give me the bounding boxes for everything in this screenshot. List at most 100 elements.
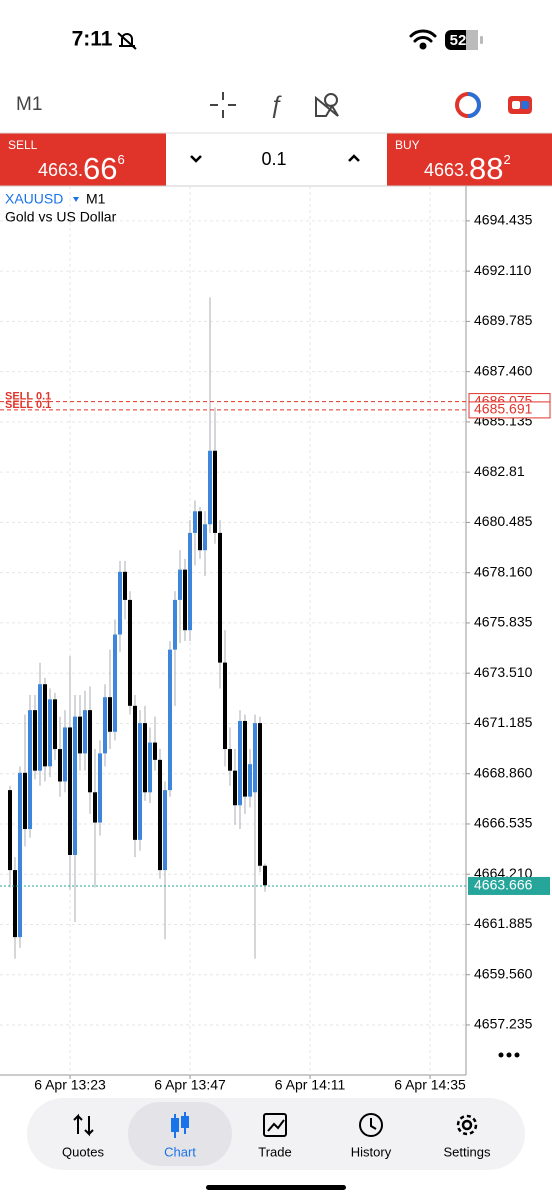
candle-body xyxy=(133,705,137,840)
candle-body xyxy=(148,742,152,793)
buy-price-big: 88 xyxy=(469,151,503,186)
candle-body xyxy=(193,511,197,533)
candle-body xyxy=(203,524,207,551)
status-time: 7:11 xyxy=(72,28,113,51)
tab-label[interactable]: History xyxy=(351,1144,392,1159)
y-tick-label: 4678.160 xyxy=(474,563,533,579)
tabs: Quotes Chart Trade History Settings xyxy=(62,1144,491,1159)
candle-body xyxy=(163,790,167,871)
y-tick-label: 4661.885 xyxy=(474,915,533,931)
volume-up[interactable] xyxy=(348,154,360,162)
candle-body xyxy=(58,749,62,782)
trade-icon xyxy=(263,1113,287,1137)
sell-price-main: 4663. xyxy=(38,160,83,180)
tab-label[interactable]: Chart xyxy=(164,1144,196,1159)
buy-price: 4663.882 xyxy=(424,151,511,186)
x-tick-label: 6 Apr 13:23 xyxy=(34,1077,106,1093)
chart-timeframe: M1 xyxy=(86,191,106,207)
candle-body xyxy=(43,684,47,767)
candle-body xyxy=(123,571,127,600)
quotes-icon xyxy=(73,1113,94,1137)
y-tick-label: 4682.81 xyxy=(474,463,525,479)
candle-body xyxy=(33,710,37,771)
history-icon xyxy=(359,1113,383,1137)
candle-body xyxy=(93,792,97,823)
order-label: SELL 0.1 xyxy=(5,391,51,403)
crosshair-button[interactable] xyxy=(210,92,236,118)
candle-body xyxy=(83,710,87,754)
order-label: SELL 0.1 xyxy=(5,399,51,411)
volume[interactable]: 0.1 xyxy=(261,149,286,169)
candle-body xyxy=(138,723,142,840)
objects-button[interactable] xyxy=(315,93,339,117)
battery-tip xyxy=(480,36,483,44)
candle-body xyxy=(208,450,212,525)
candle-body xyxy=(88,710,92,793)
candle-body xyxy=(78,716,82,754)
order-price-box xyxy=(468,401,551,419)
y-tick-label: 4664.210 xyxy=(474,865,533,881)
y-tick-label: 4659.560 xyxy=(474,965,533,981)
buy-label: BUY xyxy=(395,138,420,152)
trade-toggle-button[interactable] xyxy=(508,96,532,114)
current-price-label: 4663.666 xyxy=(474,877,533,893)
candle-body xyxy=(188,532,192,631)
candle-body xyxy=(258,723,262,866)
candle-body xyxy=(228,749,232,771)
candle-body xyxy=(183,569,187,631)
buy-price-sup: 2 xyxy=(504,152,511,167)
candle-body xyxy=(253,723,257,793)
candles xyxy=(8,297,267,959)
y-tick-label: 4687.460 xyxy=(474,362,533,378)
candle-body xyxy=(153,742,157,760)
candle-body xyxy=(68,727,72,855)
candle-body xyxy=(8,790,12,871)
timeframe-button[interactable]: M1 xyxy=(16,94,42,115)
candle-body xyxy=(213,450,217,533)
home-indicator xyxy=(206,1185,346,1190)
candle-body xyxy=(263,865,267,886)
y-tick-label: 4671.185 xyxy=(474,714,533,730)
y-tick-label: 4657.235 xyxy=(474,1016,533,1032)
tab-label[interactable]: Trade xyxy=(258,1144,291,1159)
candle-body xyxy=(128,599,132,706)
candle-body xyxy=(143,723,147,793)
sell-button[interactable] xyxy=(0,133,166,186)
account-button[interactable] xyxy=(455,92,481,118)
more-button[interactable] xyxy=(498,1052,520,1058)
settings-icon xyxy=(456,1114,478,1136)
volume-down[interactable] xyxy=(190,155,202,163)
symbol[interactable]: XAUUSD xyxy=(5,191,63,207)
tab-label[interactable]: Quotes xyxy=(62,1144,104,1159)
indicators-button[interactable]: ƒ xyxy=(269,91,282,118)
tab-label[interactable]: Settings xyxy=(444,1144,491,1159)
chart-icon xyxy=(171,1112,189,1138)
candle-body xyxy=(13,870,17,938)
y-tick-label: 4689.785 xyxy=(474,312,533,328)
sell-price-big: 66 xyxy=(83,151,117,186)
candle-body xyxy=(38,684,42,771)
x-tick-label: 6 Apr 14:35 xyxy=(394,1077,466,1093)
y-tick-label: 4675.835 xyxy=(474,614,533,630)
active-tab-pill xyxy=(128,1102,232,1166)
sell-label: SELL xyxy=(8,138,38,152)
candle-body xyxy=(168,649,172,791)
candle-body xyxy=(23,772,27,830)
candle-body xyxy=(48,699,52,767)
candle-body xyxy=(233,770,237,806)
symbol-dropdown[interactable] xyxy=(73,197,79,202)
candle-body xyxy=(238,720,242,806)
buy-button[interactable] xyxy=(387,133,552,186)
x-tick-label: 6 Apr 14:11 xyxy=(275,1077,346,1093)
grid: 4694.4354692.1104689.7854687.4604685.135… xyxy=(0,186,533,1093)
candle-body xyxy=(53,699,57,750)
sell-price-sup: 6 xyxy=(118,152,125,167)
candle-body xyxy=(243,720,247,797)
candle-body xyxy=(18,772,22,938)
candle-body xyxy=(73,716,77,855)
x-tick-label: 6 Apr 13:47 xyxy=(154,1077,226,1093)
candle-body xyxy=(158,759,162,871)
order-price-label: 4685.691 xyxy=(474,401,533,417)
wifi-icon xyxy=(409,29,437,50)
